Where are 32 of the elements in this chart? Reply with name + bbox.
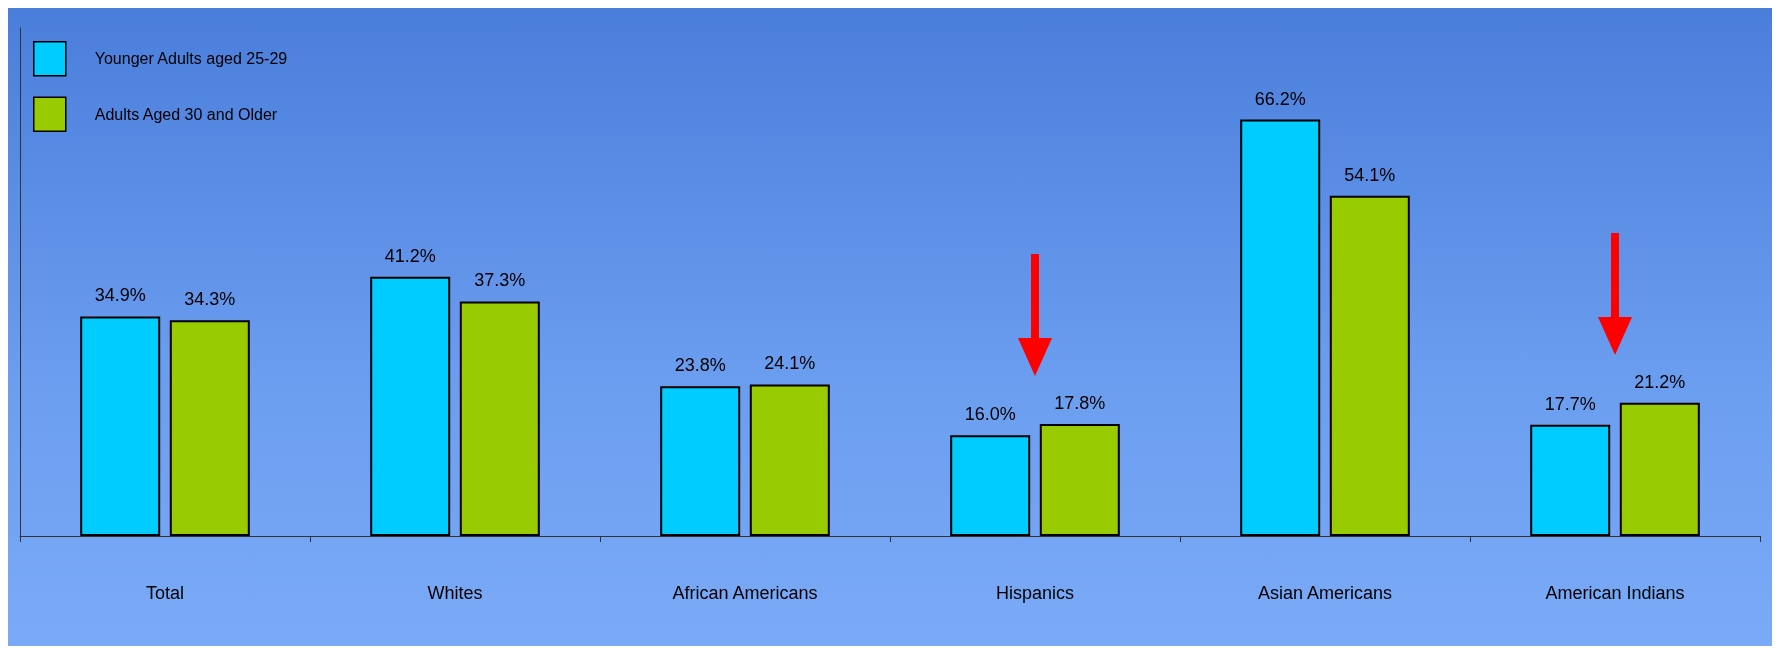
data-label: 24.1% [764, 353, 816, 374]
data-label: 16.0% [964, 404, 1016, 425]
data-label: 54.1% [1344, 164, 1396, 185]
data-label: 66.2% [1254, 88, 1306, 109]
x-tick-label: American Indians [1545, 583, 1685, 603]
bar [1619, 402, 1700, 536]
bar [1039, 424, 1120, 536]
bar [459, 301, 540, 536]
data-label: 41.2% [384, 245, 436, 266]
x-tick-label: Hispanics [995, 583, 1075, 603]
x-tick-label: Asian Americans [1257, 583, 1393, 603]
bar [749, 384, 830, 536]
data-label: 34.3% [184, 289, 236, 310]
data-label: 17.8% [1054, 393, 1106, 414]
bar [1240, 119, 1321, 536]
x-tick-label: African Americans [672, 583, 818, 603]
data-label: 23.8% [674, 355, 726, 376]
data-label: 21.2% [1634, 371, 1686, 392]
bar [80, 316, 161, 536]
data-label: 34.9% [94, 285, 146, 306]
x-tick-label: Whites [427, 583, 483, 603]
bar [1329, 195, 1410, 536]
legend-label: Adults Aged 30 and Older [94, 105, 278, 123]
bar [169, 320, 250, 536]
data-label: 37.3% [474, 270, 526, 291]
bar [660, 386, 741, 536]
bar [370, 276, 451, 536]
data-label: 17.7% [1544, 393, 1596, 414]
bar [1530, 424, 1611, 536]
legend-label: Younger Adults aged 25-29 [94, 50, 288, 68]
x-tick-label: Total [145, 583, 185, 603]
bar [950, 435, 1031, 536]
